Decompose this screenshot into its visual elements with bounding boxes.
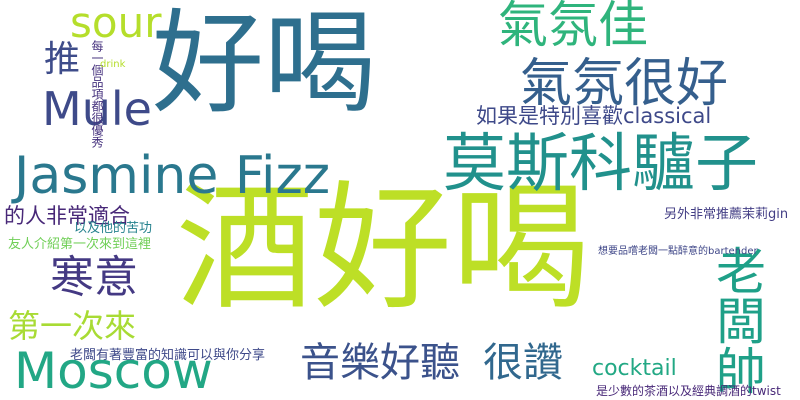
word: Mule xyxy=(42,82,152,136)
word: Jasmine Fizz xyxy=(14,146,331,206)
word: 老闆有著豐富的知識可以與你分享 xyxy=(70,348,266,363)
word: Moscow xyxy=(14,342,213,400)
word: 音樂好聽 xyxy=(300,340,460,386)
word: 另外非常推薦茉莉gin xyxy=(664,207,789,222)
word: 寒意 xyxy=(50,252,138,303)
word: 酒好喝 xyxy=(176,168,591,329)
word: 想要品嚐老闆一點醉意的bartender xyxy=(598,246,758,257)
word: 是少數的茶酒以及經典調酒的twist xyxy=(596,384,781,398)
word: 氣氛很好 xyxy=(520,54,729,114)
word: 好喝 xyxy=(152,0,376,129)
word: cocktail xyxy=(592,356,677,381)
word: 的人非常適合 xyxy=(4,204,130,228)
word: 如果是特別喜歡classical xyxy=(476,104,712,128)
word: 莫斯科驢子 xyxy=(443,127,758,200)
word: 友人介紹第一次來到這裡 xyxy=(8,237,152,252)
word: 很讚 xyxy=(483,340,563,386)
word: 以及他的苦功 xyxy=(74,221,153,236)
word: 氣氛佳 xyxy=(498,0,648,54)
word: 推 xyxy=(44,39,81,80)
word: 每一個品項都很優秀 xyxy=(90,40,104,148)
word: sour xyxy=(70,0,162,47)
word: 老闆帥 xyxy=(708,245,766,395)
word: 第一次來 xyxy=(8,307,137,345)
word: drink xyxy=(100,59,126,70)
